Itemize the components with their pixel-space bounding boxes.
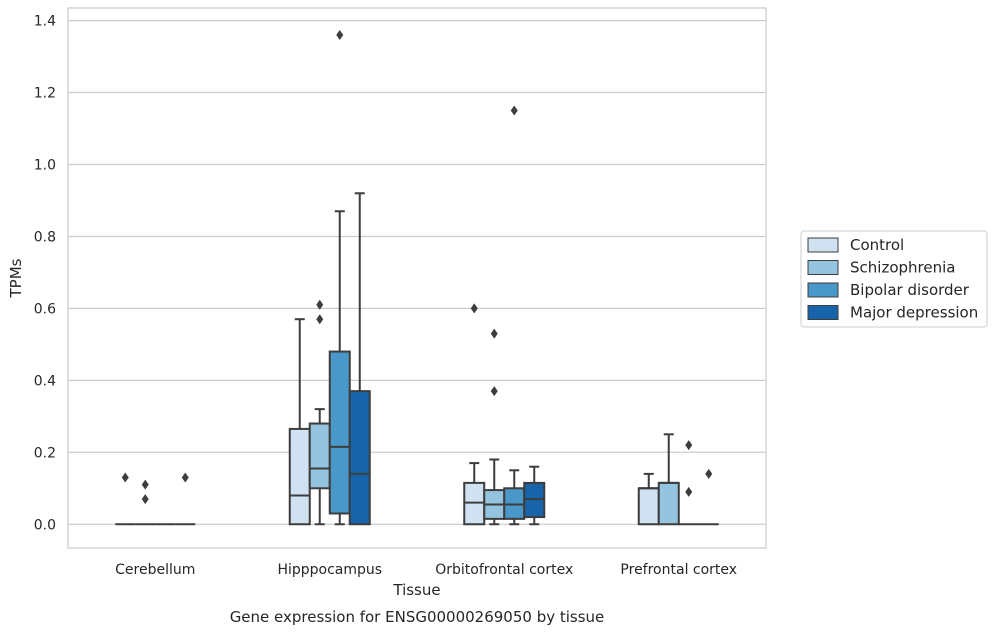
- y-tick-label: 0.0: [34, 517, 56, 533]
- box-0-0: [115, 472, 136, 526]
- outlier-point: [470, 303, 478, 314]
- outlier-point: [141, 494, 149, 505]
- outlier-point: [685, 440, 693, 451]
- box-0-1: [135, 479, 156, 526]
- y-tick-label: 1.0: [34, 157, 56, 173]
- box-2-1: [483, 328, 506, 526]
- outlier-point: [316, 314, 324, 325]
- legend-swatch: [807, 237, 839, 253]
- legend-label: Control: [850, 236, 904, 254]
- box-body: [348, 390, 371, 526]
- x-tick-labels: Cerebellum Hipppocampus Orbitofrontal cort…: [115, 562, 737, 578]
- outlier-point: [490, 328, 498, 339]
- box-3-2: [678, 440, 699, 526]
- y-tick-label: 0.8: [34, 229, 56, 245]
- box-1-1: [308, 299, 331, 526]
- x-tick-label: Orbitofrontal cortex: [435, 562, 573, 578]
- box-3-0: [637, 472, 660, 526]
- box-body: [657, 481, 680, 526]
- legend-swatch: [807, 282, 839, 298]
- x-tick-label: Prefrontal cortex: [620, 562, 737, 578]
- outlier-point: [705, 468, 713, 479]
- box-body: [308, 422, 331, 490]
- outlier-point: [510, 105, 518, 116]
- box-3-3: [698, 468, 719, 526]
- box-0-3: [175, 472, 196, 526]
- plot-area-frame: [67, 7, 767, 549]
- outlier-point: [336, 29, 344, 40]
- legend-label: Schizophrenia: [850, 259, 955, 277]
- outlier-point: [316, 299, 324, 310]
- y-tick-label: 1.4: [34, 14, 56, 30]
- y-tick-label: 0.2: [34, 445, 56, 461]
- y-tick-label: 0.6: [34, 301, 56, 317]
- x-tick-label: Hipppocampus: [277, 562, 382, 578]
- x-axis-label: Tissue: [392, 581, 440, 599]
- outlier-point: [490, 386, 498, 397]
- y-tick-label: 0.4: [34, 373, 56, 389]
- box-3-1: [657, 433, 680, 526]
- box-2-3: [523, 465, 546, 526]
- box-body: [637, 487, 660, 526]
- x-tick-label: Cerebellum: [115, 562, 195, 578]
- boxes: [115, 29, 719, 526]
- box-body: [288, 427, 311, 526]
- y-tick-labels: 0.0 0.2 0.4 0.6 0.8 1.0 1.2 1.4: [34, 14, 56, 534]
- box-1-3: [348, 192, 371, 526]
- outlier-point: [141, 479, 149, 490]
- y-axis-label: TPMs: [7, 258, 25, 298]
- legend-label: Major depression: [850, 304, 978, 322]
- box-body: [328, 350, 351, 515]
- figure-caption: Gene expression for ENSG00000269050 by t…: [230, 608, 605, 626]
- legend: Control Schizophrenia Bipolar disorder Majo…: [800, 230, 988, 328]
- outlier-point: [685, 486, 693, 497]
- outlier-point: [121, 472, 129, 483]
- legend-swatch: [807, 305, 839, 320]
- y-tick-label: 1.2: [34, 86, 56, 102]
- legend-label: Bipolar disorder: [850, 281, 970, 299]
- legend-frame: [800, 230, 988, 328]
- legend-swatch: [807, 260, 839, 275]
- outlier-point: [181, 472, 189, 483]
